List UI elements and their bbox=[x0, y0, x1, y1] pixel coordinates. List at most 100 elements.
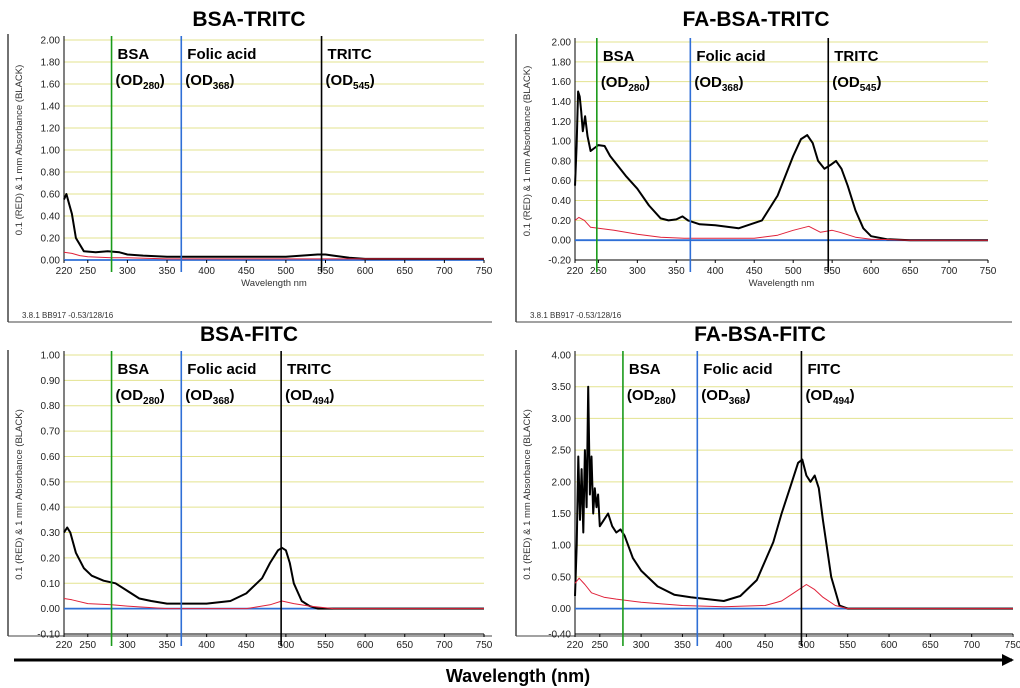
y-tick-label: 0.00 bbox=[41, 604, 61, 615]
x-tick-label: 550 bbox=[317, 266, 334, 277]
y-tick-label: 4.00 bbox=[552, 351, 572, 362]
x-tick-label: 400 bbox=[198, 266, 215, 277]
y-tick-label: 0.10 bbox=[41, 579, 61, 590]
x-tick-label: 220 bbox=[567, 266, 584, 277]
y-tick-label: -0.10 bbox=[37, 630, 60, 641]
x-tick-label: 750 bbox=[476, 266, 493, 277]
panel-title: FA-BSA-FITC bbox=[694, 323, 826, 346]
y-tick-label: 0.80 bbox=[552, 156, 572, 167]
x-tick-label: 700 bbox=[963, 640, 980, 651]
marker-name-label: Folic acid bbox=[187, 361, 256, 378]
absorbance-curve-black bbox=[575, 92, 988, 241]
x-tick-label: 400 bbox=[715, 640, 732, 651]
y-tick-label: 0.80 bbox=[41, 168, 61, 179]
x-tick-label: 500 bbox=[798, 640, 815, 651]
marker-od-label: (OD280) bbox=[601, 74, 650, 94]
y-tick-label: 0.60 bbox=[552, 176, 572, 187]
y-tick-label: 1.80 bbox=[41, 58, 61, 69]
marker-od-label: (OD494) bbox=[805, 387, 854, 407]
y-tick-label: 2.00 bbox=[41, 36, 61, 47]
y-axis-label: 0.1 (RED) & 1 mm Absorbance (BLACK) bbox=[522, 66, 533, 237]
x-tick-label: 500 bbox=[278, 640, 295, 651]
x-tick-label: 400 bbox=[198, 640, 215, 651]
marker-name-label: FITC bbox=[807, 361, 840, 378]
y-tick-label: 1.60 bbox=[552, 77, 572, 88]
y-tick-label: 1.00 bbox=[41, 351, 61, 362]
marker-name-label: TRITC bbox=[834, 48, 878, 65]
y-tick-label: 0.40 bbox=[41, 212, 61, 223]
x-tick-label: 650 bbox=[396, 640, 413, 651]
chart-panel-3: BSA-FITC -0.10 0.00 0.10 0.20 0.30 0.40 0.50 0.6… bbox=[8, 323, 493, 651]
y-axis-label: 0.1 (RED) & 1 mm Absorbance (BLACK) bbox=[522, 409, 533, 580]
chart-panel-2: FA-BSA-TRITC -0.20 0.00 0.20 0.40 0.60 0.80 1.0… bbox=[516, 8, 1012, 322]
marker-od-label: (OD545) bbox=[326, 72, 375, 92]
x-tick-label: 350 bbox=[159, 266, 176, 277]
x-tick-label: 250 bbox=[590, 266, 607, 277]
y-tick-label: 0.20 bbox=[41, 234, 61, 245]
panel-title: BSA-TRITC bbox=[192, 8, 305, 31]
y-tick-label: 0.60 bbox=[41, 190, 61, 201]
y-tick-label: 0.20 bbox=[41, 553, 61, 564]
marker-od-label: (OD368) bbox=[185, 72, 234, 92]
y-tick-label: 0.70 bbox=[41, 427, 61, 438]
x-tick-label: 400 bbox=[707, 266, 724, 277]
marker-name-label: BSA bbox=[629, 361, 661, 378]
y-tick-label: 2.00 bbox=[552, 477, 572, 488]
marker-name-label: Folic acid bbox=[696, 48, 765, 65]
marker-od-label: (OD494) bbox=[285, 387, 334, 407]
y-tick-label: 2.50 bbox=[552, 446, 572, 457]
x-axis-label: Wavelength nm bbox=[749, 278, 815, 289]
y-tick-label: 0.90 bbox=[41, 376, 61, 387]
absorbance-curve-black bbox=[64, 528, 484, 609]
x-tick-label: 500 bbox=[278, 266, 295, 277]
x-tick-label: 500 bbox=[785, 266, 802, 277]
marker-od-label: (OD368) bbox=[185, 387, 234, 407]
x-tick-label: 350 bbox=[674, 640, 691, 651]
x-tick-label: 650 bbox=[396, 266, 413, 277]
x-tick-label: 600 bbox=[357, 266, 374, 277]
y-tick-label: 0.30 bbox=[41, 528, 61, 539]
y-tick-label: 1.50 bbox=[552, 509, 572, 520]
y-tick-label: 1.00 bbox=[552, 137, 572, 148]
x-tick-label: 650 bbox=[902, 266, 919, 277]
x-tick-label: 450 bbox=[238, 640, 255, 651]
marker-name-label: TRITC bbox=[328, 46, 372, 63]
y-tick-label: 1.00 bbox=[41, 146, 61, 157]
y-tick-label: 0.00 bbox=[552, 236, 572, 247]
x-tick-label: 300 bbox=[119, 640, 136, 651]
x-tick-label: 750 bbox=[1005, 640, 1020, 651]
absorbance-curve-black bbox=[64, 194, 484, 259]
x-tick-label: 250 bbox=[591, 640, 608, 651]
y-tick-label: -0.20 bbox=[548, 256, 571, 267]
y-tick-label: 0.50 bbox=[41, 477, 61, 488]
y-tick-label: 3.00 bbox=[552, 414, 572, 425]
y-tick-label: 1.80 bbox=[552, 57, 572, 68]
marker-od-label: (OD280) bbox=[116, 72, 165, 92]
absorbance-curve-black bbox=[575, 387, 1013, 609]
x-tick-label: 550 bbox=[839, 640, 856, 651]
y-tick-label: 1.00 bbox=[552, 541, 572, 552]
x-tick-label: 220 bbox=[56, 640, 73, 651]
y-tick-label: 0.00 bbox=[41, 256, 61, 267]
instrument-footer: 3.8.1 BB917 -0.53/128/16 bbox=[22, 311, 114, 320]
y-tick-label: 0.60 bbox=[41, 452, 61, 463]
y-axis-label: 0.1 (RED) & 1 mm Absorbance (BLACK) bbox=[14, 409, 25, 580]
marker-name-label: Folic acid bbox=[703, 361, 772, 378]
x-tick-label: 600 bbox=[863, 266, 880, 277]
marker-name-label: BSA bbox=[603, 48, 635, 65]
figure-xlabel: Wavelength (nm) bbox=[446, 666, 590, 686]
y-tick-label: 1.60 bbox=[41, 80, 61, 91]
marker-name-label: BSA bbox=[118, 46, 150, 63]
y-tick-label: 2.00 bbox=[552, 38, 572, 49]
y-axis-label: 0.1 (RED) & 1 mm Absorbance (BLACK) bbox=[14, 65, 25, 236]
panel-title: FA-BSA-TRITC bbox=[683, 8, 830, 31]
x-tick-label: 350 bbox=[159, 640, 176, 651]
absorbance-curve-red bbox=[575, 578, 1013, 608]
x-tick-label: 550 bbox=[317, 640, 334, 651]
x-tick-label: 450 bbox=[238, 266, 255, 277]
y-tick-label: 0.80 bbox=[41, 401, 61, 412]
y-tick-label: 1.40 bbox=[552, 97, 572, 108]
x-tick-label: 450 bbox=[757, 640, 774, 651]
marker-od-label: (OD368) bbox=[694, 74, 743, 94]
